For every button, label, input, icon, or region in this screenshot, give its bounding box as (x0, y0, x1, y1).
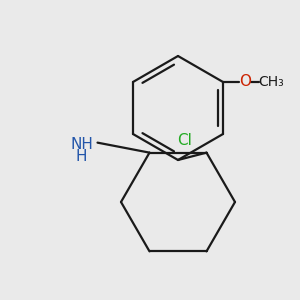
Text: CH₃: CH₃ (258, 75, 284, 89)
Text: NH: NH (70, 137, 93, 152)
Text: O: O (239, 74, 251, 89)
Text: Cl: Cl (177, 133, 192, 148)
Text: H: H (76, 149, 87, 164)
